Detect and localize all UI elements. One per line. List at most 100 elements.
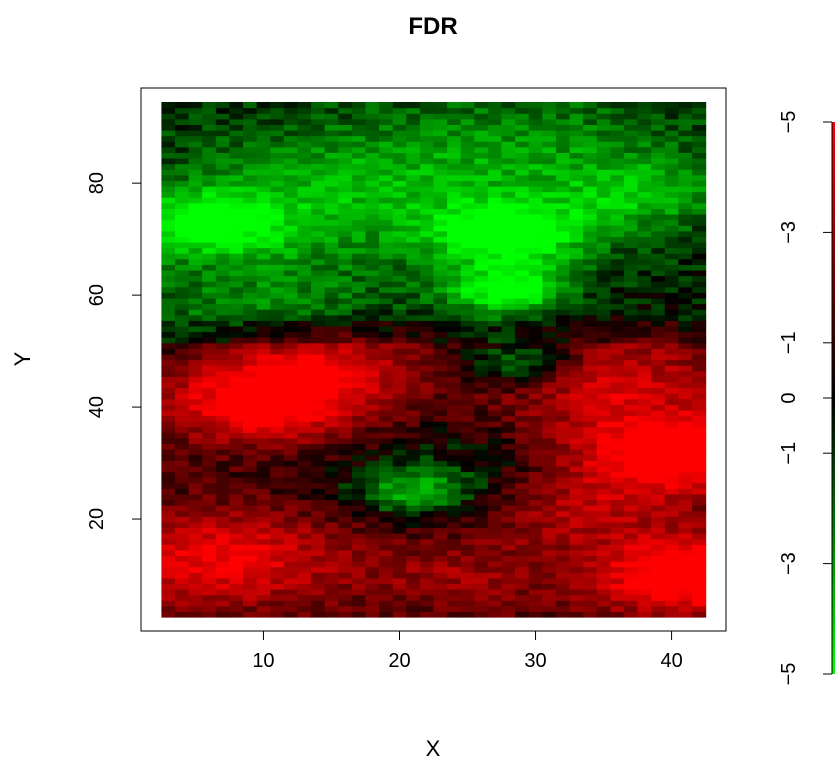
heatmap-cell [243,303,258,310]
heatmap-cell [311,465,326,473]
heatmap-cell [419,465,435,473]
heatmap-cell [487,225,503,232]
heatmap-cell [474,493,489,501]
heatmap-cell [555,387,571,394]
heatmap-cell [419,577,435,585]
heatmap-cell [569,510,584,517]
heatmap-cell [161,269,176,277]
heatmap-cell [283,611,299,618]
heatmap-cell [487,129,503,137]
heatmap-cell [256,185,271,193]
heatmap-cell [202,493,217,501]
heatmap-cell [569,421,584,428]
heatmap-cell [651,594,666,601]
heatmap-cell [256,409,271,417]
heatmap-cell [542,213,557,221]
heatmap-cell [447,600,462,607]
heatmap-cell [596,241,611,249]
heatmap-cell [324,465,339,473]
heatmap-cell [202,477,217,484]
heatmap-cell [283,174,299,181]
heatmap-cell [555,101,571,109]
heatmap-cell [188,169,203,176]
heatmap-cell [555,320,571,327]
heatmap-cell [583,258,598,265]
heatmap-cell [338,432,353,439]
heatmap-cell [188,129,203,137]
heatmap-cell [678,421,693,428]
heatmap-cell [379,107,394,114]
heatmap-cell [487,510,503,517]
heatmap-cell [610,415,625,422]
heatmap-cell [270,297,285,305]
heatmap-cell [555,281,571,288]
heatmap-cell [175,409,190,417]
heatmap-cell [569,247,584,254]
heatmap-cell [365,544,380,551]
heatmap-cell [392,432,407,439]
heatmap-cell [623,286,639,293]
heatmap-cell [664,141,679,148]
heatmap-cell [678,432,693,439]
heatmap-cell [297,118,312,125]
heatmap-cell [555,146,571,153]
heatmap-cell [610,275,625,282]
heatmap-cell [610,208,625,215]
heatmap-cell [338,510,353,517]
heatmap-cell [161,169,176,176]
heatmap-cell [297,538,312,545]
heatmap-cell [460,331,475,338]
heatmap-cell [256,477,271,484]
heatmap-cell [270,387,285,394]
heatmap-cell [678,376,693,383]
heatmap-cell [324,443,339,450]
heatmap-cell [460,342,475,349]
heatmap-cell [596,583,611,590]
heatmap-cell [651,258,666,265]
heatmap-cell [651,292,666,299]
heatmap-cell [664,404,679,411]
heatmap-cell [596,202,611,209]
heatmap-cell [528,320,543,327]
heatmap-cell [256,180,271,187]
heatmap-cell [691,163,707,170]
heatmap-cell [501,577,516,585]
heatmap-cell [664,269,679,277]
heatmap-cell [311,118,326,125]
heatmap-cell [419,471,435,478]
heatmap-cell [433,219,448,226]
heatmap-cell [215,353,231,361]
heatmap-cell [338,443,353,450]
heatmap-cell [188,594,203,601]
heatmap-cell [202,538,217,545]
heatmap-cell [542,393,557,400]
heatmap-cell [515,219,530,226]
heatmap-cell [202,359,217,366]
heatmap-cell [379,505,394,512]
heatmap-cell [596,191,611,198]
heatmap-cell [351,465,367,473]
heatmap-cell [215,269,231,277]
heatmap-cell [542,342,557,349]
heatmap-cell [215,449,231,456]
heatmap-cell [175,197,190,204]
heatmap-cell [379,415,394,422]
heatmap-cell [474,471,489,478]
heatmap-cell [297,320,312,327]
heatmap-cell [283,247,299,254]
heatmap-cell [202,169,217,176]
heatmap-cell [474,398,489,405]
heatmap-cell [419,152,435,159]
heatmap-cell [175,253,190,260]
heatmap-cell [229,437,244,445]
heatmap-cell [460,113,475,120]
y-tick-label: 20 [86,508,108,530]
heatmap-cell [338,353,353,361]
heatmap-cell [447,477,462,484]
heatmap-cell [569,169,584,176]
heatmap-cell [623,398,639,405]
heatmap-cell [188,589,203,596]
heatmap-cell [229,516,244,523]
heatmap-cell [555,230,571,237]
heatmap-cell [664,477,679,484]
